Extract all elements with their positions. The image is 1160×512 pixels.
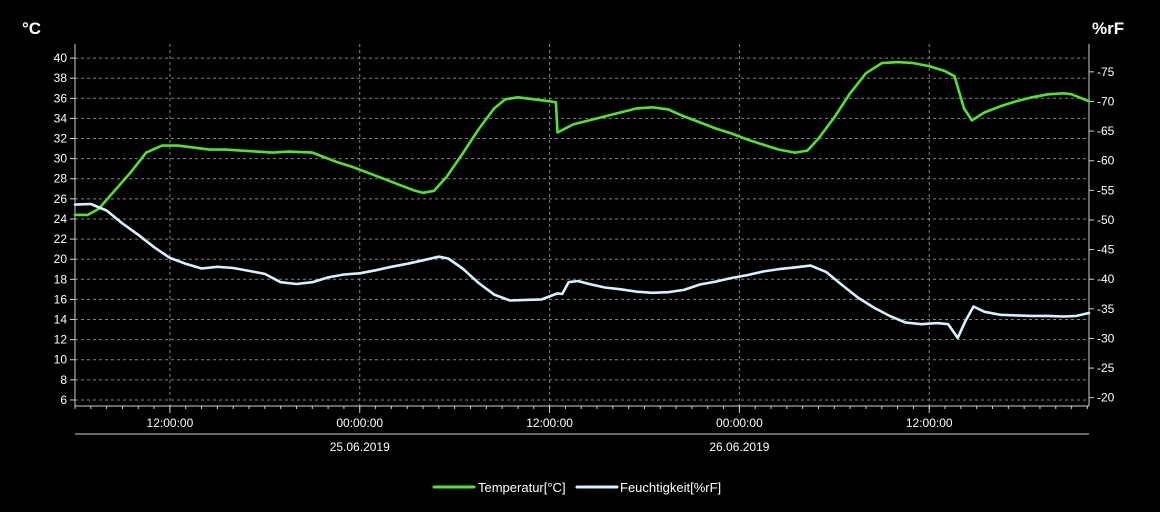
left-axis-tick-label: 32 [54, 132, 68, 146]
left-axis-tick-label: 10 [54, 353, 68, 367]
right-axis-tick-label: -35 [1097, 302, 1115, 316]
legend-label-temperature: Temperatur[°C] [478, 480, 566, 495]
left-axis-tick-label: 24 [54, 212, 68, 226]
right-axis-tick-label: -70 [1097, 94, 1115, 108]
axis-layer: 6 8 10 12 14 16 18 20 22 24 26 28 30 32 34 36 38 40 -20 -25… [54, 44, 1115, 454]
left-axis-tick-label: 6 [60, 393, 67, 407]
x-axis-date-label: 26.06.2019 [709, 440, 769, 454]
right-axis-tick-label: -40 [1097, 272, 1115, 286]
left-axis-tick-label: 34 [54, 111, 68, 125]
left-axis-tick-label: 16 [54, 292, 68, 306]
left-axis-tick-label: 28 [54, 172, 68, 186]
left-axis-tick-label: 40 [54, 51, 68, 65]
legend-label-humidity: Feuchtigkeit[%rF] [620, 480, 721, 495]
left-axis-tick-label: 30 [54, 152, 68, 166]
right-axis-tick-label: -20 [1097, 391, 1115, 405]
x-axis-time-label: 00:00:00 [336, 416, 383, 430]
right-axis-tick-label: -30 [1097, 331, 1115, 345]
series-line-temperature [73, 60, 1091, 217]
right-axis-tick-label: -65 [1097, 124, 1115, 138]
series-layer [73, 60, 1091, 340]
left-axis-tick-label: 26 [54, 192, 68, 206]
right-axis-tick-label: -45 [1097, 243, 1115, 257]
left-axis-tick-label: 36 [54, 91, 68, 105]
left-axis-tick-label: 12 [54, 333, 68, 347]
x-axis-time-label: 12:00:00 [147, 416, 194, 430]
left-axis-unit: °C [22, 19, 41, 38]
x-axis-time-label: 00:00:00 [716, 416, 763, 430]
x-axis-time-label: 12:00:00 [906, 416, 953, 430]
right-axis-tick-label: -25 [1097, 361, 1115, 375]
legend: Temperatur[°C] Feuchtigkeit[%rF] [432, 480, 721, 495]
right-axis-tick-label: -55 [1097, 183, 1115, 197]
x-axis-date-label: 25.06.2019 [330, 440, 390, 454]
left-axis-tick-label: 18 [54, 272, 68, 286]
right-axis-tick-label: -75 [1097, 65, 1115, 79]
right-axis-tick-label: -50 [1097, 213, 1115, 227]
left-axis-tick-label: 38 [54, 71, 68, 85]
right-axis-unit: %rF [1092, 19, 1124, 38]
x-axis-time-label: 12:00:00 [526, 416, 573, 430]
right-axis-tick-label: -60 [1097, 154, 1115, 168]
grid-layer [75, 44, 1089, 406]
series-line-humidity [73, 202, 1091, 340]
left-axis-tick-label: 20 [54, 252, 68, 266]
left-axis-tick-label: 22 [54, 232, 68, 246]
left-axis-tick-label: 8 [60, 373, 67, 387]
left-axis-tick-label: 14 [54, 313, 68, 327]
